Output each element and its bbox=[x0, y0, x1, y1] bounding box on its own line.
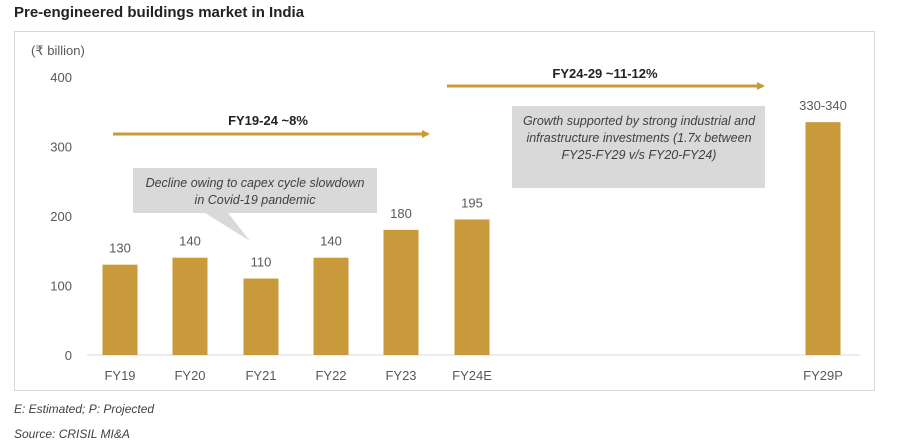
bar-data-label: 330-340 bbox=[799, 98, 847, 113]
bar-data-label: 130 bbox=[109, 241, 131, 256]
y-tick-label: 0 bbox=[65, 348, 72, 363]
x-tick-label: FY23 bbox=[385, 368, 416, 383]
y-tick-label: 100 bbox=[50, 279, 72, 294]
callout-decline-text: Decline owing to capex cycle slowdown in… bbox=[145, 176, 365, 207]
bar bbox=[313, 257, 349, 355]
bar-data-label: 110 bbox=[251, 255, 272, 270]
x-tick-label: FY24E bbox=[452, 368, 492, 383]
bar-data-label: 195 bbox=[461, 195, 483, 210]
bar-data-label: 140 bbox=[179, 234, 201, 249]
bar bbox=[383, 229, 419, 355]
y-tick-label: 300 bbox=[50, 140, 72, 155]
x-tick-label: FY19 bbox=[104, 368, 135, 383]
bar bbox=[243, 278, 279, 355]
bar-data-label: 180 bbox=[390, 206, 412, 221]
y-tick-label: 400 bbox=[50, 70, 72, 85]
x-tick-label: FY21 bbox=[245, 368, 276, 383]
cagr-label-fy19-24: FY19-24 ~8% bbox=[228, 113, 308, 128]
callout-decline-box bbox=[133, 168, 377, 241]
footnote-estimated: E: Estimated; P: Projected bbox=[14, 402, 155, 416]
y-axis-unit-label: (₹ billion) bbox=[31, 43, 85, 58]
bar bbox=[172, 257, 208, 355]
y-tick-label: 200 bbox=[50, 209, 72, 224]
bar bbox=[805, 122, 841, 355]
chart-frame bbox=[14, 31, 875, 391]
x-tick-label: FY29P bbox=[803, 368, 843, 383]
callout-growth-box bbox=[512, 106, 765, 188]
cagr-label-fy24-29: FY24-29 ~11-12% bbox=[552, 66, 658, 81]
bar bbox=[454, 219, 490, 355]
x-tick-label: FY22 bbox=[315, 368, 346, 383]
callout-growth-text: Growth supported by strong industrial an… bbox=[522, 114, 756, 162]
x-tick-label: FY20 bbox=[174, 368, 205, 383]
chart-title: Pre-engineered buildings market in India bbox=[14, 4, 305, 21]
bar-data-label: 140 bbox=[320, 234, 342, 249]
footnote-source: Source: CRISIL MI&A bbox=[14, 427, 130, 441]
bar bbox=[102, 264, 138, 355]
